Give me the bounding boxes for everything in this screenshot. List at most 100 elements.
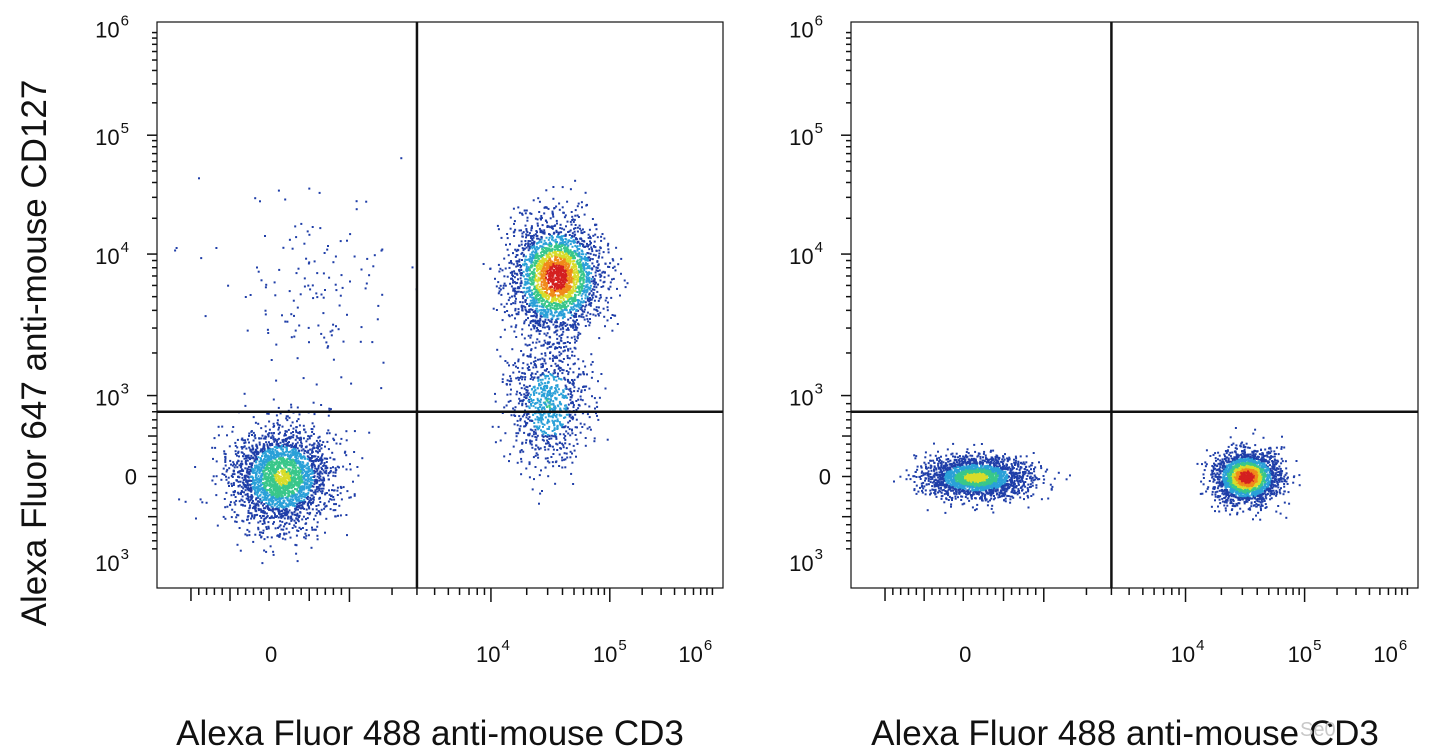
- event-dot: [250, 479, 253, 482]
- event-dot: [335, 503, 337, 506]
- event-dot: [276, 515, 278, 518]
- event-dot: [298, 514, 301, 517]
- event-dot: [312, 501, 315, 503]
- event-dot: [311, 528, 314, 531]
- event-dot: [321, 459, 324, 461]
- event-dot: [317, 485, 320, 488]
- event-dot: [361, 457, 364, 460]
- event-dot: [250, 489, 253, 492]
- event-dot: [262, 482, 264, 484]
- event-dot: [274, 491, 277, 493]
- event-dot: [255, 449, 258, 452]
- event-dot: [284, 446, 287, 449]
- event-dot: [302, 461, 305, 464]
- event-dot: [582, 243, 585, 246]
- event-dot: [299, 453, 302, 455]
- event-dot: [278, 461, 281, 464]
- event-dot: [309, 484, 312, 487]
- event-dot: [241, 495, 244, 498]
- event-dot: [564, 286, 567, 289]
- event-dot: [228, 445, 231, 448]
- event-dot: [545, 236, 548, 239]
- event-dot: [285, 440, 288, 443]
- event-dot: [291, 485, 294, 488]
- event-dot: [313, 413, 316, 416]
- event-dot: [322, 487, 325, 490]
- event-dot: [327, 429, 330, 432]
- event-dot: [320, 461, 323, 464]
- event-dot: [276, 478, 279, 481]
- event-dot: [523, 283, 526, 286]
- event-dot: [270, 536, 273, 539]
- event-dot: [552, 213, 554, 216]
- event-dot: [299, 455, 302, 458]
- event-dot: [248, 468, 251, 471]
- event-dot: [586, 295, 589, 298]
- event-dot: [571, 300, 574, 303]
- event-dot: [569, 286, 572, 289]
- event-dot: [254, 509, 257, 512]
- event-dot: [601, 233, 604, 235]
- event-dot: [570, 303, 573, 305]
- event-dot: [571, 245, 574, 248]
- event-dot: [224, 457, 227, 460]
- event-dot: [252, 502, 255, 505]
- event-dot: [598, 255, 600, 258]
- event-dot: [224, 517, 227, 520]
- event-dot: [312, 433, 315, 435]
- event-dot: [323, 503, 326, 506]
- event-dot: [290, 403, 293, 406]
- event-dot: [266, 489, 269, 492]
- event-dot: [540, 281, 543, 284]
- event-dot: [597, 299, 600, 302]
- event-dot: [246, 488, 249, 491]
- event-dot: [237, 451, 240, 454]
- event-dot: [289, 458, 292, 461]
- event-dot: [589, 259, 591, 262]
- event-dot: [279, 482, 282, 485]
- event-dot: [253, 507, 256, 510]
- event-dot: [298, 487, 301, 490]
- event-dot: [585, 253, 588, 256]
- event-dot: [258, 463, 261, 466]
- event-dot: [327, 474, 330, 477]
- event-dot: [281, 497, 284, 500]
- event-dot: [309, 496, 312, 499]
- event-dot: [283, 483, 286, 486]
- event-dot: [284, 523, 287, 526]
- event-dot: [596, 236, 599, 239]
- event-dot: [246, 475, 249, 478]
- event-dot: [258, 460, 261, 463]
- population-1: [482, 179, 629, 375]
- event-dot: [558, 271, 561, 274]
- event-dot: [564, 304, 566, 307]
- event-dot: [256, 445, 259, 448]
- event-dot: [292, 494, 295, 497]
- event-dot: [263, 444, 266, 447]
- event-dot: [529, 257, 532, 260]
- event-dot: [516, 273, 519, 276]
- event-dot: [562, 273, 565, 275]
- event-dot: [229, 501, 232, 504]
- event-dot: [577, 322, 579, 325]
- event-dot: [299, 436, 302, 439]
- event-dot: [248, 446, 251, 449]
- event-dot: [236, 454, 238, 457]
- event-dot: [510, 262, 513, 265]
- event-dot: [564, 243, 567, 246]
- event-dot: [516, 248, 519, 251]
- event-dot: [334, 515, 337, 518]
- event-dot: [345, 454, 348, 457]
- event-dot: [346, 534, 348, 537]
- event-dot: [561, 242, 564, 245]
- event-dot: [244, 489, 247, 492]
- event-dot: [266, 476, 269, 479]
- event-dot: [221, 472, 224, 475]
- event-dot: [285, 527, 288, 530]
- event-dot: [297, 459, 300, 462]
- event-dot: [538, 332, 541, 335]
- event-dot: [256, 480, 259, 483]
- event-dot: [274, 482, 277, 485]
- event-dot: [287, 455, 289, 458]
- event-dot: [297, 530, 300, 532]
